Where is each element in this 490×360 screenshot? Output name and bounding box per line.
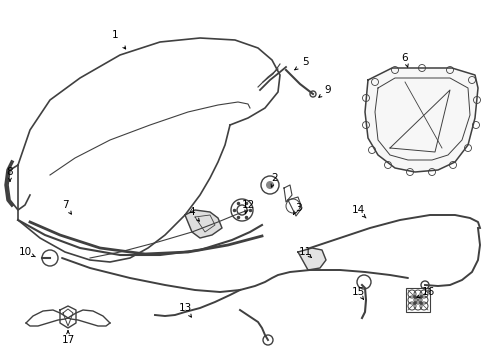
Polygon shape xyxy=(365,68,478,172)
Text: 17: 17 xyxy=(61,335,74,345)
Text: 8: 8 xyxy=(7,167,13,177)
Text: 15: 15 xyxy=(351,287,365,297)
Text: 16: 16 xyxy=(421,287,435,297)
Text: 6: 6 xyxy=(402,53,408,63)
Text: 11: 11 xyxy=(298,247,312,257)
Circle shape xyxy=(266,181,274,189)
Text: 10: 10 xyxy=(19,247,31,257)
Text: 1: 1 xyxy=(112,30,118,40)
Text: 13: 13 xyxy=(178,303,192,313)
Bar xyxy=(406,288,430,312)
Text: 2: 2 xyxy=(271,173,278,183)
Text: 12: 12 xyxy=(242,200,255,210)
Text: 9: 9 xyxy=(325,85,331,95)
Text: 4: 4 xyxy=(189,207,196,217)
Text: 7: 7 xyxy=(62,200,68,210)
Polygon shape xyxy=(185,210,222,238)
Polygon shape xyxy=(298,248,326,270)
Text: 5: 5 xyxy=(302,57,308,67)
Text: 3: 3 xyxy=(294,203,301,213)
Text: 14: 14 xyxy=(351,205,365,215)
